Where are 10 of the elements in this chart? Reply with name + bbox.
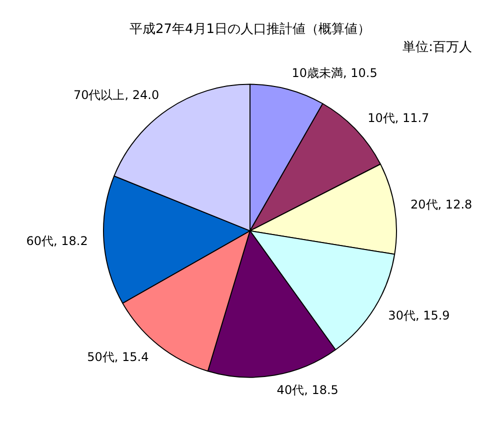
- text: 単位:百万人: [402, 39, 472, 56]
- slice-label: 20代, 12.8: [410, 198, 472, 212]
- slice-label: 70代以上, 24.0: [73, 88, 160, 102]
- slice-label: 30代, 15.9: [388, 308, 450, 322]
- slice-label: 10代, 11.7: [368, 110, 430, 125]
- chart-title: 平成27年4月1日の人口推計値（概算値）: [129, 22, 371, 38]
- slice-label: 10歳未満, 10.5: [292, 66, 378, 80]
- slice-label: 50代, 15.4: [87, 350, 149, 364]
- slice-label: 60代, 18.2: [26, 234, 88, 248]
- slice-label: 40代, 18.5: [276, 383, 338, 398]
